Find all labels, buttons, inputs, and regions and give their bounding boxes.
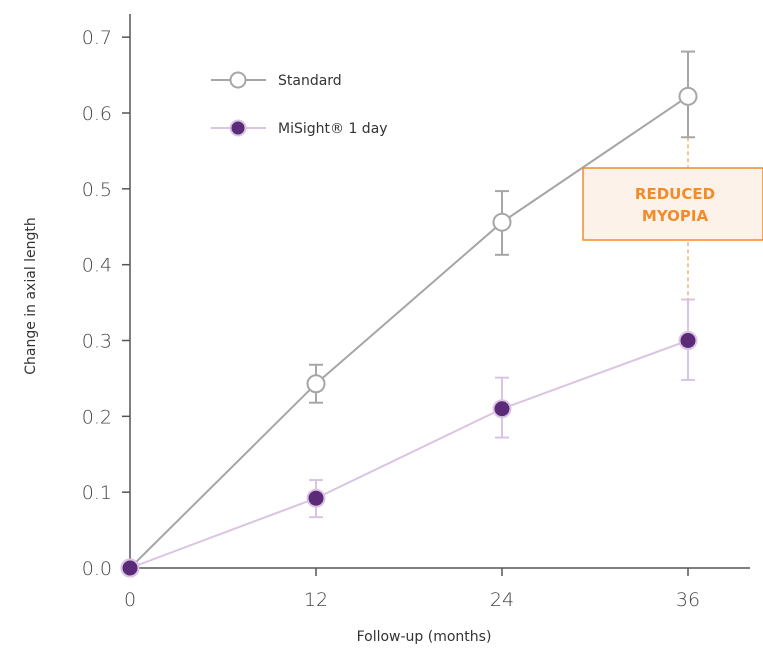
- data-point: [120, 558, 140, 578]
- data-point: [306, 488, 326, 508]
- legend-label: MiSight® 1 day: [278, 121, 388, 137]
- x-axis-title: Follow-up (months): [357, 629, 492, 645]
- annotation-layer: REDUCED MYOPIA: [582, 137, 763, 300]
- series-1: [120, 298, 698, 578]
- data-point: [306, 374, 326, 394]
- x-tick-label: 12: [304, 589, 328, 611]
- legend-marker: [229, 71, 247, 89]
- y-tick-label: 0.3: [82, 331, 112, 353]
- axes: 0.0 0.1 0.2 0.3 0.4 0.5 0.6 0.7 0 12 24 36: [82, 14, 750, 611]
- data-point: [678, 86, 698, 106]
- y-tick-label: 0.4: [82, 255, 112, 277]
- series-layer: [120, 50, 698, 578]
- legend-marker: [229, 119, 247, 137]
- y-axis-title: Change in axial length: [23, 217, 39, 375]
- y-tick-label: 0.6: [82, 103, 112, 125]
- annotation-label: REDUCED: [635, 185, 715, 203]
- legend-label: Standard: [278, 73, 342, 89]
- data-point: [492, 212, 512, 232]
- data-point: [678, 331, 698, 350]
- annotation-box: [582, 167, 763, 241]
- series-line: [129, 95, 689, 569]
- y-tick-label: 0.7: [82, 27, 112, 49]
- legend: Standard MiSight® 1 day: [211, 71, 388, 137]
- x-tick-label: 24: [490, 589, 514, 611]
- series-0: [120, 50, 698, 578]
- x-tick-label: 36: [676, 589, 700, 611]
- data-point: [492, 399, 512, 419]
- annotation-label: MYOPIA: [642, 207, 709, 225]
- y-tick-label: 0.1: [82, 482, 112, 504]
- series-line: [129, 339, 689, 569]
- x-tick-label: 0: [124, 589, 136, 611]
- y-tick-label: 0.5: [82, 179, 112, 201]
- y-tick-label: 0.0: [82, 558, 112, 580]
- y-tick-label: 0.2: [82, 406, 112, 428]
